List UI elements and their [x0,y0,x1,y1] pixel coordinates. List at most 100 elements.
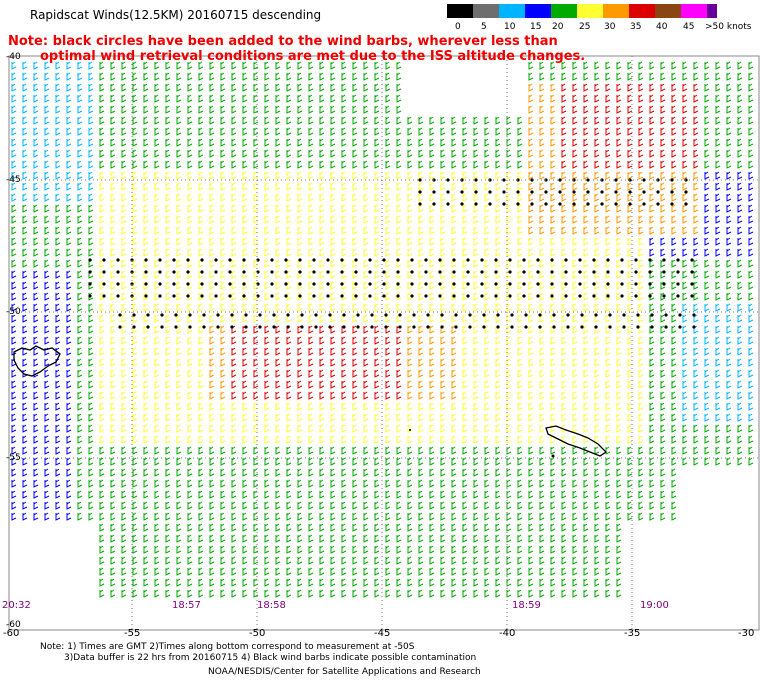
wind-barb [495,523,501,532]
wind-barb [198,336,204,345]
wind-barb [693,369,699,378]
wind-barb [495,479,501,488]
wind-barb [308,171,314,180]
contamination-circle [538,325,542,329]
wind-barb [44,138,50,147]
wind-barb [638,193,644,202]
wind-barb [539,72,545,81]
wind-barb [132,446,138,455]
contamination-circle [298,270,302,274]
wind-barb [341,589,347,598]
wind-barb [165,215,171,224]
wind-barb [330,171,336,180]
wind-barb [143,468,149,477]
wind-barb [429,567,435,576]
wind-barb [682,369,688,378]
wind-barb [154,556,160,565]
wind-barb [165,127,171,136]
wind-barb [385,424,391,433]
wind-barb [176,171,182,180]
wind-barb [418,314,424,323]
wind-barb [154,83,160,92]
contamination-circle [214,294,218,298]
wind-barb [616,336,622,345]
wind-barb [550,105,556,114]
wind-barb [506,160,512,169]
wind-barb [341,556,347,565]
wind-barb [429,578,435,587]
wind-barb [22,204,28,213]
wind-barb [165,149,171,158]
wind-barb [627,215,633,224]
wind-barb [231,105,237,114]
wind-barb [715,380,721,389]
wind-barb [638,281,644,290]
wind-barb [275,567,281,576]
wind-barb [561,204,567,213]
wind-barb [286,171,292,180]
wind-barb [627,325,633,334]
wind-barb [253,303,259,312]
wind-barb [275,314,281,323]
wind-barb [572,94,578,103]
wind-barb [154,490,160,499]
wind-barb [484,457,490,466]
wind-barb [341,424,347,433]
wind-barb [286,160,292,169]
wind-barb [627,204,633,213]
wind-barb [44,116,50,125]
wind-barb [253,336,259,345]
wind-barb [132,512,138,521]
wind-barb [418,226,424,235]
wind-barb [66,446,72,455]
wind-barb [396,545,402,554]
contamination-circle [690,294,694,298]
wind-barb [594,369,600,378]
wind-barb [506,248,512,257]
wind-barb [110,567,116,576]
wind-barb [616,347,622,356]
wind-barb [275,336,281,345]
wind-barb [308,314,314,323]
wind-barb [539,358,545,367]
wind-barb [704,215,710,224]
wind-barb [242,149,248,158]
wind-barb [66,501,72,510]
wind-barb [528,215,534,224]
wind-barb [572,424,578,433]
contamination-circle [664,325,668,329]
contamination-circle [228,258,232,262]
wind-barb [660,380,666,389]
wind-barb [374,292,380,301]
wind-barb [627,226,633,235]
wind-barb [143,391,149,400]
wind-barb [176,567,182,576]
wind-barb [77,325,83,334]
wind-barb [33,94,39,103]
wind-barb [660,336,666,345]
wind-barb [11,149,17,158]
wind-barb [693,347,699,356]
contamination-circle [592,282,596,286]
wind-barb [374,479,380,488]
wind-barb [187,567,193,576]
note-line-1: Note: black circles have been added to t… [8,34,558,49]
wind-barb [539,380,545,389]
wind-barb [649,105,655,114]
wind-barb [330,259,336,268]
wind-barb [154,545,160,554]
wind-barb [561,127,567,136]
wind-barb [220,523,226,532]
wind-barb [220,215,226,224]
wind-barb [704,435,710,444]
wind-barb [462,138,468,147]
wind-barb [11,226,17,235]
wind-barb [275,325,281,334]
wind-barb [484,171,490,180]
wind-barb [187,182,193,191]
wind-barb [253,556,259,565]
wind-barb [242,369,248,378]
wind-barb [682,94,688,103]
contamination-circle [592,294,596,298]
wind-barb [121,105,127,114]
